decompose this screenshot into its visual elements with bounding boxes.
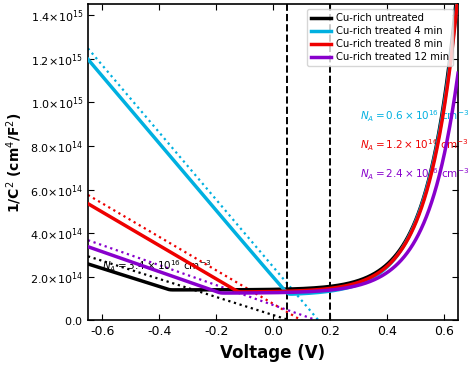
Cu-rich treated 4 min <box>377 271 383 276</box>
Cu-rich treated 4 min <box>288 292 294 296</box>
Cu-rich treated 8 min <box>377 270 383 274</box>
Cu-rich treated 12 min <box>455 71 461 75</box>
X-axis label: Voltage (V): Voltage (V) <box>220 344 326 362</box>
Cu-rich treated 4 min <box>265 269 271 273</box>
Cu-rich treated 12 min <box>445 137 450 142</box>
Cu-rich untreated <box>255 287 261 292</box>
Cu-rich treated 8 min <box>240 290 246 294</box>
Cu-rich treated 8 min <box>445 85 450 89</box>
Cu-rich untreated <box>173 288 179 292</box>
Line: Cu-rich treated 12 min: Cu-rich treated 12 min <box>88 73 458 293</box>
Cu-rich treated 4 min <box>104 79 109 84</box>
Cu-rich treated 4 min <box>85 57 91 61</box>
Cu-rich treated 12 min <box>377 275 383 279</box>
Cu-rich treated 8 min <box>445 83 450 87</box>
Y-axis label: 1/C$^2$ (cm$^4$/F$^2$): 1/C$^2$ (cm$^4$/F$^2$) <box>4 112 25 213</box>
Cu-rich treated 12 min <box>85 244 91 249</box>
Cu-rich treated 8 min <box>255 290 261 294</box>
Cu-rich treated 12 min <box>265 291 271 295</box>
Cu-rich untreated <box>445 76 450 80</box>
Cu-rich treated 8 min <box>265 290 271 294</box>
Cu-rich untreated <box>445 75 450 79</box>
Legend: Cu-rich untreated, Cu-rich treated 4 min, Cu-rich treated 8 min, Cu-rich treated: Cu-rich untreated, Cu-rich treated 4 min… <box>307 9 453 66</box>
Text: $N_A = 0.6 \times 10^{16}\ \mathrm{cm}^{-3}$: $N_A = 0.6 \times 10^{16}\ \mathrm{cm}^{… <box>360 108 469 124</box>
Cu-rich treated 12 min <box>104 251 109 255</box>
Cu-rich treated 8 min <box>104 213 109 217</box>
Cu-rich treated 12 min <box>445 136 450 141</box>
Cu-rich treated 4 min <box>445 80 450 84</box>
Cu-rich untreated <box>377 268 383 272</box>
Cu-rich treated 12 min <box>255 291 261 295</box>
Line: Cu-rich treated 8 min: Cu-rich treated 8 min <box>88 0 458 292</box>
Line: Cu-rich untreated: Cu-rich untreated <box>88 0 458 290</box>
Cu-rich treated 12 min <box>222 291 228 295</box>
Text: $N_A = 2.4 \times 10^{16}\ \mathrm{cm}^{-3}$: $N_A = 2.4 \times 10^{16}\ \mathrm{cm}^{… <box>360 167 469 182</box>
Line: Cu-rich treated 4 min: Cu-rich treated 4 min <box>88 0 458 294</box>
Cu-rich treated 4 min <box>445 81 450 86</box>
Text: $N_A = 1.2 \times 10^{16}\ \mathrm{cm}^{-3}$: $N_A = 1.2 \times 10^{16}\ \mathrm{cm}^{… <box>360 137 468 153</box>
Cu-rich untreated <box>104 268 109 272</box>
Cu-rich treated 8 min <box>85 201 91 206</box>
Text: $N_A = 3.4 \times 10^{16}\ \mathrm{cm}^{-3}$: $N_A = 3.4 \times 10^{16}\ \mathrm{cm}^{… <box>102 258 211 274</box>
Cu-rich treated 4 min <box>255 257 261 262</box>
Cu-rich untreated <box>265 287 271 292</box>
Cu-rich untreated <box>85 262 91 266</box>
